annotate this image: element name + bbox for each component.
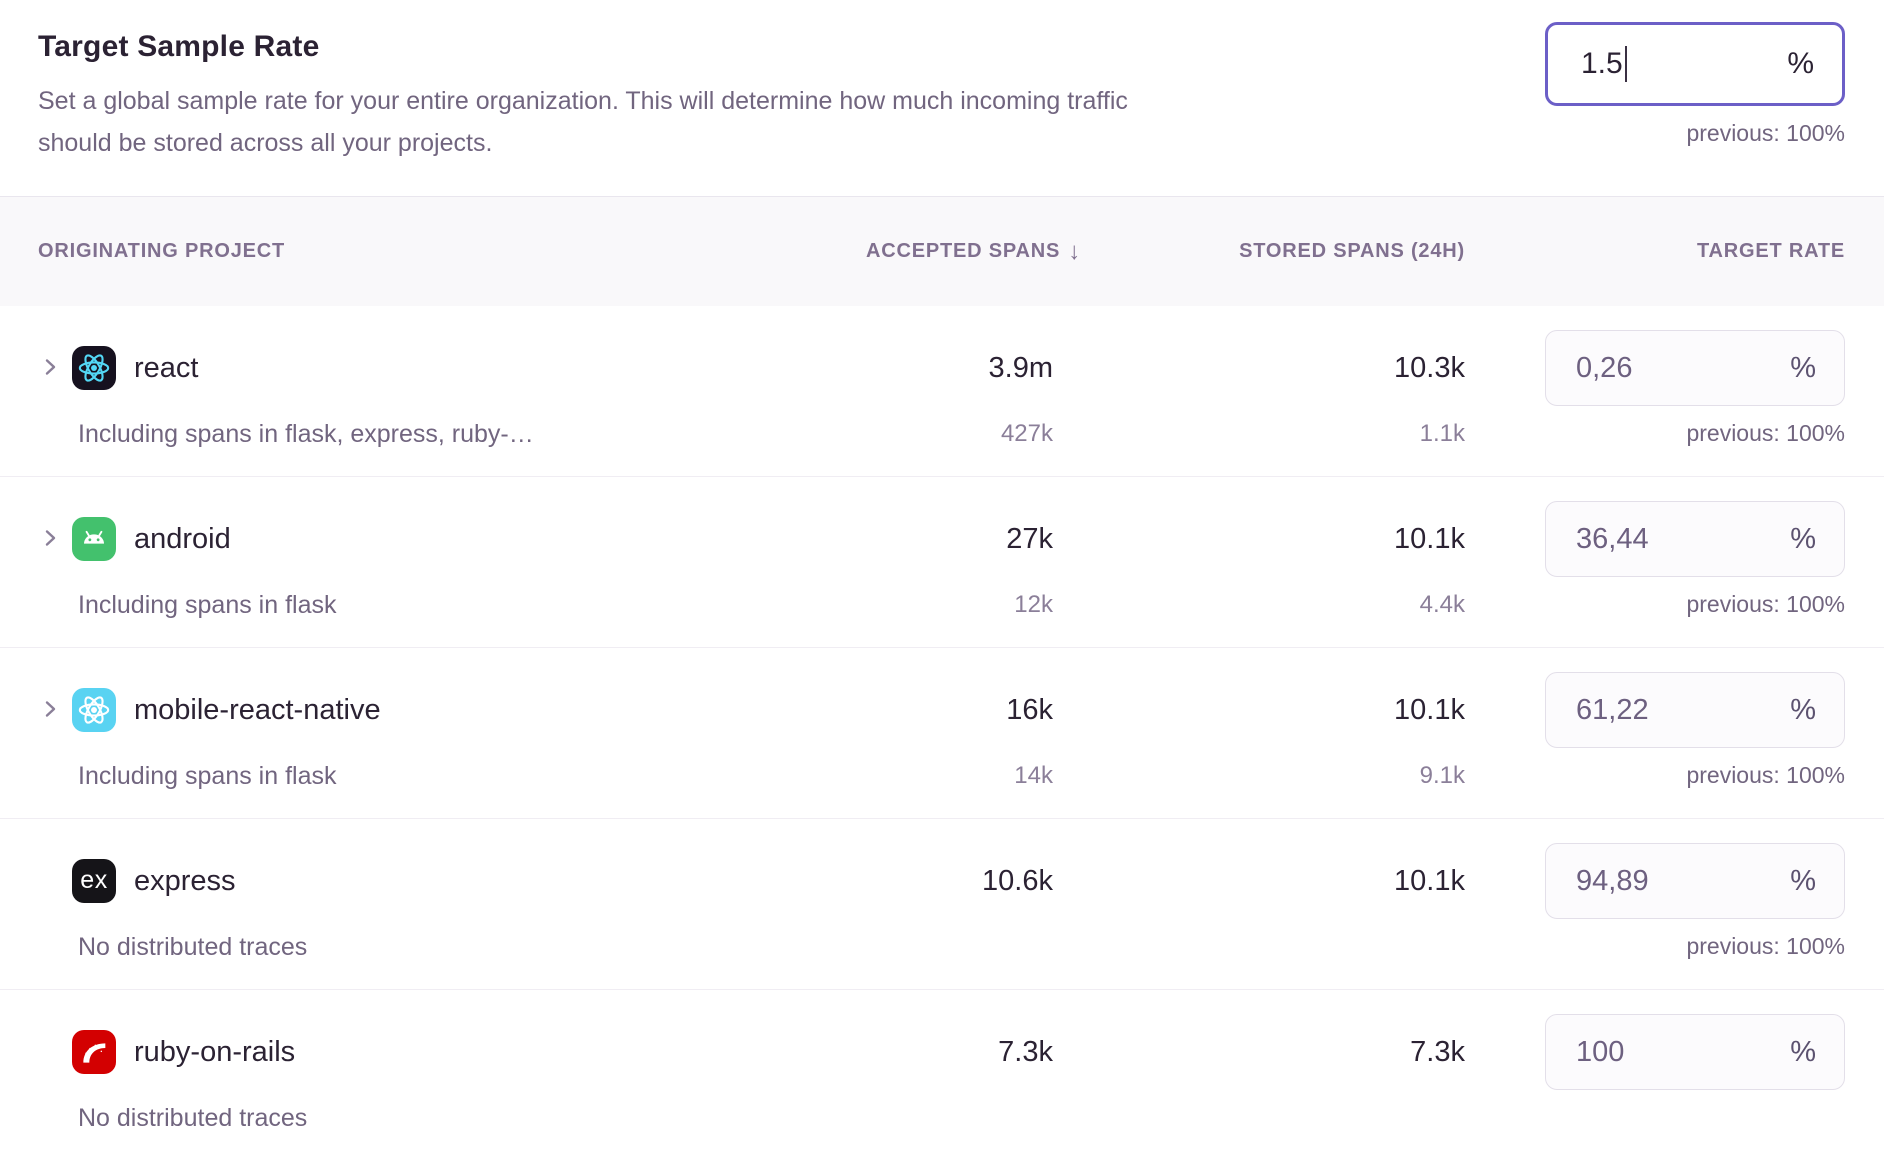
- stored-spans-sub-value: 4.4k: [1419, 591, 1465, 618]
- project-row-android: android 27k 10.1k 36,44% Including spans in …: [0, 476, 1884, 647]
- previous-rate: previous: 100%: [1686, 933, 1845, 959]
- target-rate-value: 61,22: [1576, 693, 1649, 726]
- chevron-right-icon: [39, 356, 61, 381]
- previous-rate: previous: 100%: [1686, 762, 1845, 788]
- percent-suffix: %: [1790, 1035, 1816, 1068]
- target-rate-input[interactable]: 94,89%: [1545, 843, 1845, 919]
- project-name: android: [134, 522, 231, 555]
- project-name: mobile-react-native: [134, 693, 381, 726]
- android-icon: [72, 517, 116, 561]
- target-rate-value: 36,44: [1576, 522, 1649, 555]
- stored-spans-value: 10.3k: [1394, 351, 1465, 384]
- target-rate-value: 100: [1576, 1035, 1625, 1068]
- previous-rate: previous: 100%: [1686, 420, 1845, 446]
- column-target-rate: TARGET RATE: [1696, 240, 1845, 262]
- stored-spans-value: 10.1k: [1394, 864, 1465, 897]
- text-cursor: [1624, 46, 1627, 82]
- project-row-ruby-on-rails: ruby-on-rails 7.3k 7.3k 100% No distributed …: [0, 989, 1884, 1160]
- chevron-right-icon: [39, 527, 61, 552]
- react-icon: [72, 346, 116, 390]
- distributed-traces-note: Including spans in flask, express, ruby-…: [78, 420, 534, 448]
- column-accepted-spans-label: ACCEPTED SPANS: [865, 240, 1061, 262]
- distributed-traces-note: No distributed traces: [78, 933, 308, 961]
- project-row-react: react 3.9m 10.3k 0,26% Including spans in fl…: [0, 306, 1884, 476]
- previous-rate: previous: 100%: [1686, 591, 1845, 617]
- react-native-icon: [72, 688, 116, 732]
- column-accepted-spans[interactable]: ACCEPTED SPANS ↓: [841, 238, 1081, 266]
- stored-spans-sub-value: 9.1k: [1419, 762, 1465, 789]
- target-rate-input[interactable]: 0,26%: [1545, 330, 1845, 406]
- global-sample-rate-input[interactable]: 1.5 %: [1545, 22, 1845, 106]
- target-rate-input[interactable]: 100%: [1545, 1014, 1845, 1090]
- distributed-traces-note: Including spans in flask: [78, 762, 337, 790]
- project-name: ruby-on-rails: [134, 1035, 296, 1068]
- accepted-spans-sub-value: 427k: [1000, 420, 1053, 447]
- column-originating-project: ORIGINATING PROJECT: [38, 240, 286, 262]
- project-row-express: ex express 10.6k 10.1k 94,89% No distributed …: [0, 818, 1884, 989]
- expand-row-button[interactable]: [38, 698, 62, 722]
- stored-spans-value: 7.3k: [1410, 1035, 1465, 1068]
- rails-icon: [72, 1030, 116, 1074]
- project-row-mobile-react-native: mobile-react-native 16k 10.1k 61,22% Includi…: [0, 647, 1884, 818]
- target-rate-value: 94,89: [1576, 864, 1649, 897]
- chevron-right-icon: [39, 698, 61, 723]
- distributed-traces-note: No distributed traces: [78, 1104, 308, 1132]
- percent-suffix: %: [1790, 351, 1816, 384]
- express-icon-letters: ex: [80, 865, 108, 894]
- project-name: react: [134, 351, 199, 384]
- page-description: Set a global sample rate for your entire…: [38, 80, 1458, 164]
- accepted-spans-sub-value: 14k: [1014, 762, 1053, 789]
- stored-spans-value: 10.1k: [1394, 693, 1465, 726]
- accepted-spans-value: 27k: [1006, 522, 1053, 555]
- stored-spans-sub-value: 1.1k: [1419, 420, 1465, 447]
- distributed-traces-note: Including spans in flask: [78, 591, 337, 619]
- percent-suffix: %: [1790, 693, 1816, 726]
- percent-suffix: %: [1790, 522, 1816, 555]
- target-rate-input[interactable]: 61,22%: [1545, 672, 1845, 748]
- page-description-line1: Set a global sample rate for your entire…: [38, 87, 1128, 115]
- percent-suffix: %: [1790, 864, 1816, 897]
- project-name: express: [134, 864, 236, 897]
- target-sample-rate-section: Target Sample Rate Set a global sample r…: [0, 0, 1884, 196]
- stored-spans-value: 10.1k: [1394, 522, 1465, 555]
- page-description-line2: should be stored across all your project…: [38, 129, 493, 157]
- global-sample-rate-value: 1.5: [1581, 47, 1623, 80]
- accepted-spans-value: 3.9m: [988, 351, 1053, 384]
- accepted-spans-value: 7.3k: [998, 1035, 1053, 1068]
- page-title: Target Sample Rate: [38, 30, 320, 63]
- target-rate-input[interactable]: 36,44%: [1545, 501, 1845, 577]
- accepted-spans-value: 10.6k: [982, 864, 1053, 897]
- global-previous-rate: previous: 100%: [1686, 120, 1845, 146]
- target-rate-value: 0,26: [1576, 351, 1633, 384]
- sort-descending-icon[interactable]: ↓: [1068, 237, 1081, 265]
- percent-suffix: %: [1787, 47, 1814, 80]
- column-stored-spans: STORED SPANS (24H): [1239, 240, 1465, 262]
- accepted-spans-sub-value: 12k: [1014, 591, 1053, 618]
- projects-table-body: react 3.9m 10.3k 0,26% Including spans in fl…: [0, 306, 1884, 1160]
- expand-row-button[interactable]: [38, 356, 62, 380]
- expand-row-button[interactable]: [38, 527, 62, 551]
- express-icon: ex: [72, 859, 116, 903]
- accepted-spans-value: 16k: [1006, 693, 1053, 726]
- projects-table-header: ORIGINATING PROJECT ACCEPTED SPANS ↓ STO…: [0, 196, 1884, 306]
